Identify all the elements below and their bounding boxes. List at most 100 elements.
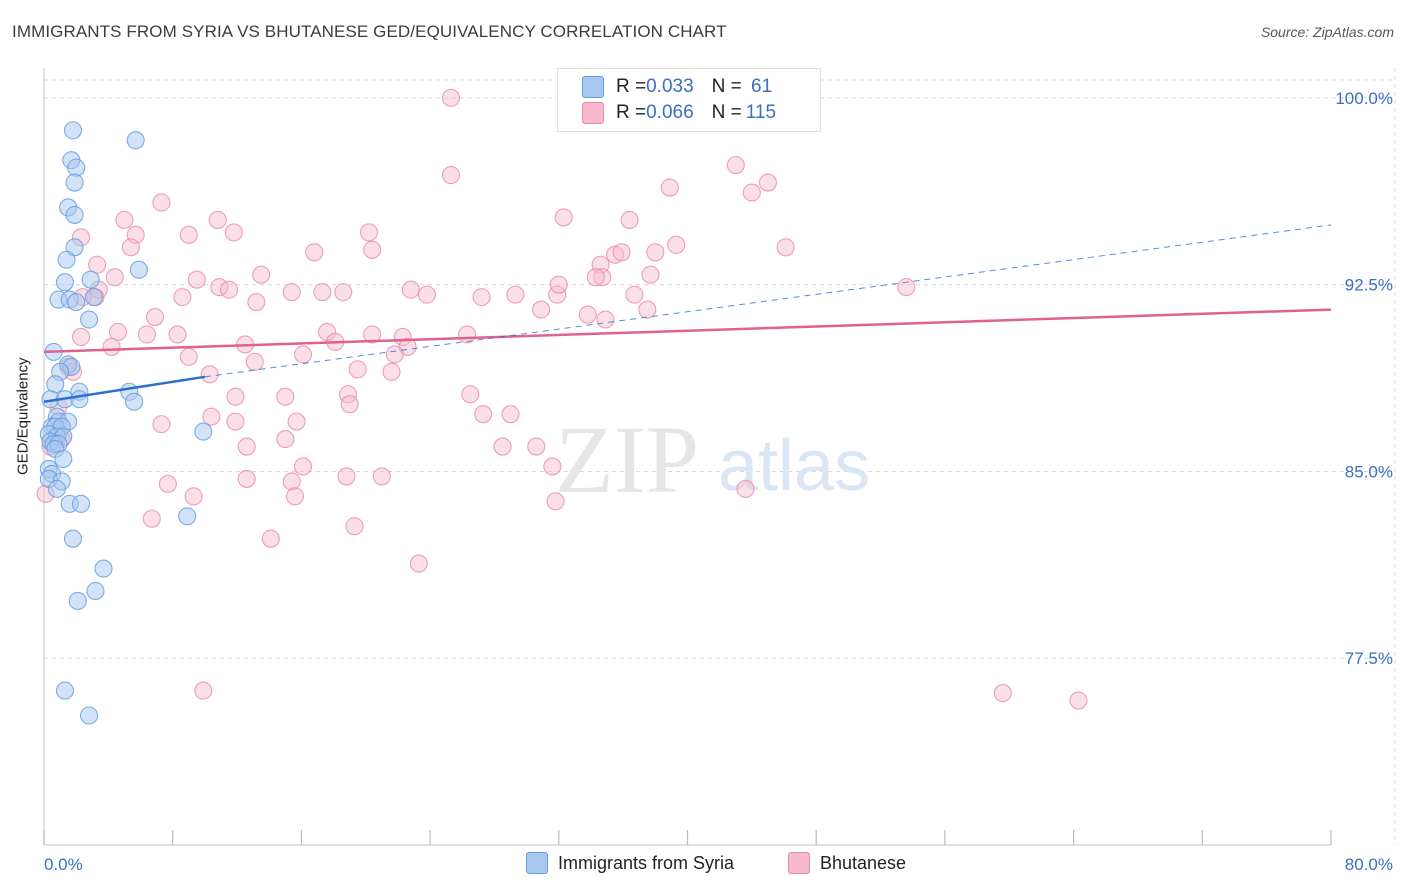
tick-labels: 100.0% 92.5% 85.0% 77.5% 0.0% 80.0% [44, 89, 1393, 874]
bhutanese-point [776, 238, 795, 257]
watermark: ZIP atlas [555, 406, 870, 513]
n-label: N = [711, 76, 742, 97]
syria-point [67, 158, 86, 177]
bhutanese-point [501, 405, 520, 424]
bhutanese-point [340, 395, 359, 414]
bhutanese-trend-line [43, 308, 1332, 354]
bhutanese-point [194, 681, 213, 700]
bhutanese-point [493, 437, 512, 456]
axes [43, 68, 1332, 846]
syria-point [84, 288, 103, 307]
bhutanese-point [305, 243, 324, 262]
bhutanese-point [363, 325, 382, 344]
correlation-legend: R = 0.033 N = 61 R = 0.066 N = 115 [557, 68, 821, 132]
syria-point [70, 390, 89, 409]
legend-label-syria: Immigrants from Syria [558, 852, 735, 873]
bhutanese-point [282, 283, 301, 302]
legend-row-syria: R = 0.033 N = 61 [582, 75, 772, 99]
r-value: 0.066 [646, 102, 694, 123]
trend-lines [43, 224, 1332, 403]
bhutanese-point [638, 300, 657, 319]
bhutanese-point [293, 345, 313, 364]
bhutanese-point [546, 492, 565, 511]
bhutanese-point [71, 327, 91, 347]
bhutanese-point [158, 474, 177, 493]
bhutanese-point [620, 210, 639, 229]
syria-point [65, 205, 84, 224]
bhutanese-point [348, 360, 367, 379]
bhutanese-point [179, 347, 198, 366]
syria-points [39, 121, 213, 725]
bhutanese-point [145, 307, 165, 327]
legend-item-syria[interactable]: Immigrants from Syria [526, 852, 734, 874]
syria-trend-line [43, 375, 206, 403]
bhutanese-point [726, 156, 745, 175]
bhutanese-point [596, 310, 615, 329]
bhutanese-point [401, 280, 420, 299]
bhutanese-point [385, 345, 404, 364]
bhutanese-point [372, 467, 391, 486]
bhutanese-point [121, 238, 140, 257]
legend-item-bhutanese[interactable]: Bhutanese [788, 852, 906, 874]
bhutanese-point [313, 283, 332, 302]
bhutanese-point [1069, 691, 1088, 710]
syria-point [178, 507, 197, 526]
watermark-atlas: atlas [718, 426, 870, 506]
bhutanese-point [586, 268, 605, 287]
chart-title: IMMIGRANTS FROM SYRIA VS BHUTANESE GED/E… [12, 22, 727, 41]
bhutanese-swatch [788, 852, 810, 874]
bhutanese-point [102, 337, 121, 356]
bhutanese-point [736, 479, 755, 498]
watermark-zip: ZIP [555, 406, 699, 513]
syria-point [68, 591, 87, 610]
bhutanese-point [287, 412, 306, 431]
y-tick-label: 77.5% [1345, 649, 1393, 668]
bhutanese-point [742, 183, 761, 202]
bhutanese-point [417, 285, 436, 304]
bhutanese-point [625, 285, 644, 304]
bhutanese-swatch [582, 102, 604, 124]
syria-swatch [526, 852, 548, 874]
bhutanese-point [993, 684, 1012, 703]
bhutanese-point [474, 405, 493, 424]
bhutanese-point [345, 517, 364, 536]
syria-point [47, 479, 66, 498]
syria-point [63, 529, 83, 548]
bhutanese-point [226, 387, 245, 406]
syria-point [81, 270, 100, 289]
n-value: 115 [745, 102, 777, 123]
y-tick-label: 92.5% [1345, 276, 1393, 295]
x-tick-label: 0.0% [44, 855, 83, 874]
bhutanese-point [187, 270, 206, 289]
syria-point [194, 422, 213, 441]
bhutanese-point [441, 166, 461, 185]
bhutanese-point [758, 173, 777, 192]
bhutanese-point [276, 430, 295, 449]
syria-point [57, 250, 76, 269]
bhutanese-point [247, 293, 266, 312]
n-label: N = [711, 102, 742, 123]
syria-point [54, 449, 73, 469]
syria-swatch [582, 76, 604, 98]
bhutanese-point [237, 437, 256, 456]
bhutanese-point [88, 255, 107, 274]
syria-point [125, 392, 144, 411]
bhutanese-point [554, 208, 573, 227]
legend-label-bhutanese: Bhutanese [820, 852, 907, 873]
bhutanese-point [152, 415, 171, 434]
syria-point [129, 260, 148, 279]
bhutanese-point [142, 509, 161, 528]
syria-point [55, 681, 74, 700]
bhutanese-point [152, 193, 171, 212]
bhutanese-point [409, 554, 428, 573]
bhutanese-point [115, 210, 134, 229]
bhutanese-point [276, 387, 295, 406]
syria-point [71, 494, 91, 513]
bhutanese-point [382, 362, 401, 381]
syria-point [46, 375, 65, 394]
bhutanese-point [219, 280, 239, 299]
bhutanese-point [237, 469, 256, 488]
n-value: 61 [745, 76, 773, 97]
syria-point [86, 581, 105, 601]
